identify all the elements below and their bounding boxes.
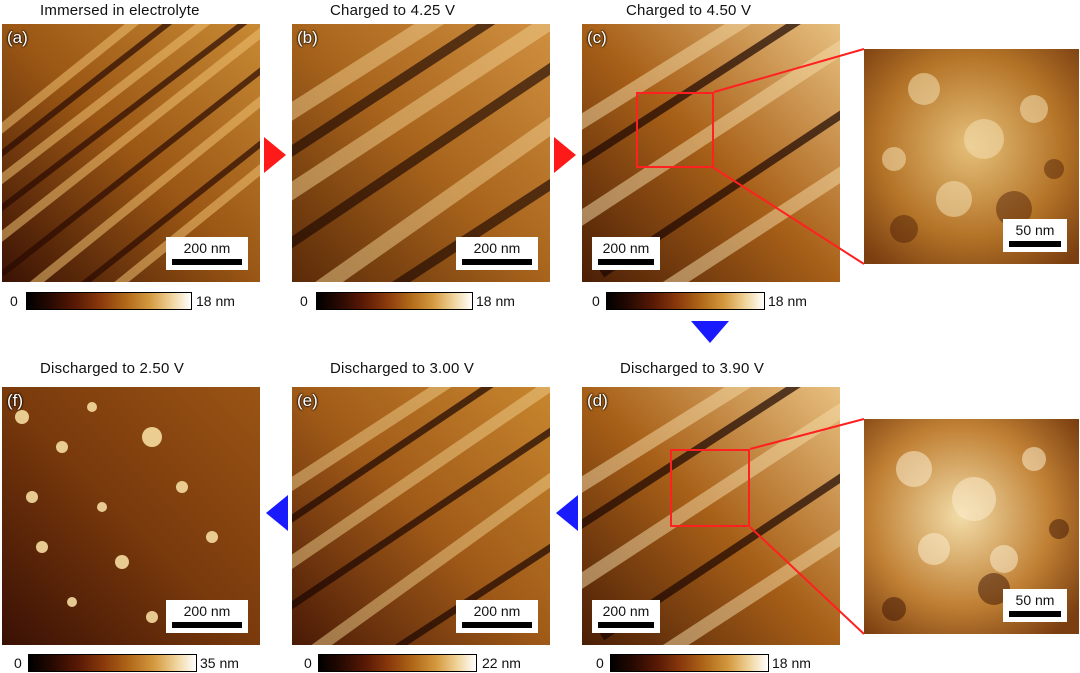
panel-c-label: (c) [587, 28, 607, 47]
panel-a-label: (a) [7, 28, 28, 47]
zoom-image-c: 50 nm [864, 49, 1079, 264]
colorbar-e-min: 0 [304, 655, 312, 671]
afm-image-c: (c) 200 nm [582, 24, 840, 282]
colorbar-a-max: 18 nm [196, 293, 235, 309]
panel-b-title: Charged to 4.25 V [330, 2, 456, 19]
panel-d-label: (d) [587, 391, 608, 410]
zoom-image-d: 50 nm [864, 419, 1079, 634]
scale-bar-e: 200 nm [456, 600, 538, 633]
colorbar-e-gradient [318, 654, 477, 672]
scale-bar-c: 200 nm [592, 237, 660, 270]
panel-c-title: Charged to 4.50 V [626, 2, 752, 19]
colorbar-c-gradient [606, 292, 765, 310]
forward-arrow-icon [554, 137, 576, 173]
scale-bar-d-zoom-text: 50 nm [1015, 592, 1055, 608]
reverse-arrow-down-icon [691, 321, 729, 343]
reverse-arrow-left-icon [556, 495, 578, 531]
scale-bar-b-text: 200 nm [473, 240, 521, 256]
scale-bar-a-text: 200 nm [183, 240, 231, 256]
scale-bar-c-text: 200 nm [602, 240, 650, 256]
colorbar-c-max: 18 nm [768, 293, 807, 309]
colorbar-b-max: 18 nm [476, 293, 515, 309]
scale-bar-d-line [598, 622, 654, 628]
scale-bar-c-zoom-text: 50 nm [1015, 222, 1055, 238]
colorbar-f-min: 0 [14, 655, 22, 671]
colorbar-f-max: 35 nm [200, 655, 239, 671]
reverse-arrow-left-icon [266, 495, 288, 531]
colorbar-c: 0 18 nm [592, 292, 842, 310]
colorbar-b-gradient [316, 292, 473, 310]
scale-bar-d-text: 200 nm [602, 603, 650, 619]
scale-bar-c-zoom-line [1009, 241, 1061, 247]
scale-bar-f-text: 200 nm [183, 603, 231, 619]
afm-image-f: (f) 200 nm [2, 387, 260, 645]
panel-f-label: (f) [7, 391, 24, 410]
colorbar-e-max: 22 nm [482, 655, 521, 671]
colorbar-a-gradient [26, 292, 192, 310]
zoom-region-d [670, 449, 750, 527]
scale-bar-d-zoom: 50 nm [1003, 589, 1067, 622]
colorbar-f: 0 35 nm [14, 654, 264, 672]
forward-arrow-icon [264, 137, 286, 173]
colorbar-d-max: 18 nm [772, 655, 811, 671]
afm-image-a: (a) 200 nm [2, 24, 260, 282]
afm-image-b: (b) 200 nm [292, 24, 550, 282]
scale-bar-f-line [172, 622, 242, 628]
scale-bar-b: 200 nm [456, 237, 538, 270]
scale-bar-e-text: 200 nm [473, 603, 521, 619]
colorbar-a-min: 0 [10, 293, 18, 309]
afm-image-d: (d) 200 nm [582, 387, 840, 645]
colorbar-b: 0 18 nm [300, 292, 550, 310]
scale-bar-f: 200 nm [166, 600, 248, 633]
scale-bar-c-line [598, 259, 654, 265]
panel-e-title: Discharged to 3.00 V [330, 360, 475, 377]
colorbar-f-gradient [28, 654, 197, 672]
colorbar-d: 0 18 nm [596, 654, 846, 672]
colorbar-c-min: 0 [592, 293, 600, 309]
panel-f-title: Discharged to 2.50 V [40, 360, 185, 377]
scale-bar-c-zoom: 50 nm [1003, 219, 1067, 252]
colorbar-d-min: 0 [596, 655, 604, 671]
colorbar-d-gradient [610, 654, 769, 672]
scale-bar-d-zoom-line [1009, 611, 1061, 617]
scale-bar-b-line [462, 259, 532, 265]
scale-bar-d: 200 nm [592, 600, 660, 633]
panel-e-label: (e) [297, 391, 318, 410]
colorbar-a: 0 18 nm [10, 292, 260, 310]
scale-bar-e-line [462, 622, 532, 628]
panel-b-label: (b) [297, 28, 318, 47]
panel-a-title: Immersed in electrolyte [40, 2, 200, 19]
colorbar-b-min: 0 [300, 293, 308, 309]
scale-bar-a: 200 nm [166, 237, 248, 270]
scale-bar-a-line [172, 259, 242, 265]
afm-texture-a [2, 24, 260, 282]
colorbar-e: 0 22 nm [304, 654, 554, 672]
afm-image-e: (e) 200 nm [292, 387, 550, 645]
zoom-texture-d [864, 419, 1079, 634]
panel-d-title: Discharged to 3.90 V [620, 360, 765, 377]
zoom-region-c [636, 92, 714, 168]
